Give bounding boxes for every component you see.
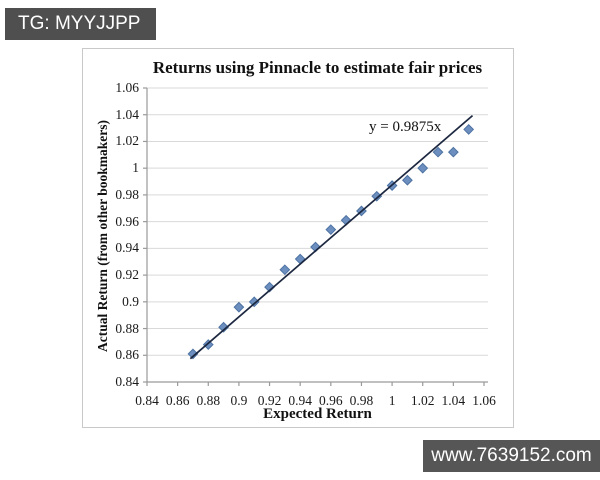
x-tick-label: 0.94	[288, 393, 312, 408]
scatter-point	[218, 321, 229, 333]
y-tick-label: 1.06	[115, 80, 139, 95]
scatter-point	[202, 339, 214, 350]
y-tick-label: 0.96	[115, 213, 139, 229]
scatter-point	[463, 124, 475, 135]
y-tick-label: 0.92	[115, 267, 139, 283]
y-tick-label: 0.98	[115, 186, 139, 202]
scatter-point	[402, 174, 413, 186]
x-tick-label: 0.92	[257, 393, 282, 408]
y-tick-label: 0.9	[122, 293, 139, 309]
trendline	[189, 114, 474, 360]
y-tick-label: 1.04	[115, 106, 139, 122]
x-tick-label: 1.06	[472, 393, 496, 408]
y-tick-label: 1	[132, 160, 139, 176]
y-tick-label: 1.02	[115, 133, 139, 149]
trendline-equation-label: y = 0.9875x	[369, 119, 442, 135]
x-tick-label: 0.84	[135, 393, 159, 408]
scatter-point	[279, 264, 291, 276]
y-tick-label: 0.86	[115, 347, 139, 363]
x-tick-label: 0.9	[230, 393, 248, 408]
chart-container: Returns using Pinnacle to estimate fair …	[82, 48, 514, 428]
x-tick-label: 0.88	[196, 393, 221, 408]
scatter-point	[187, 348, 199, 360]
scatter-point	[325, 224, 337, 236]
plot-area	[143, 87, 488, 386]
x-tick-label: 1.02	[410, 393, 435, 408]
x-tick-label: 1.04	[441, 393, 466, 408]
x-axis-title: Expected Return	[263, 406, 372, 422]
scatter-point	[233, 301, 245, 313]
scatter-point	[432, 146, 444, 158]
y-tick-label: 0.88	[115, 320, 139, 336]
y-tick-label: 0.94	[115, 240, 139, 256]
y-tick-label: 0.84	[115, 374, 139, 389]
x-tick-label: 0.96	[319, 393, 343, 408]
scatter-point	[447, 146, 459, 158]
chart-title: Returns using Pinnacle to estimate fair …	[152, 58, 483, 77]
telegram-watermark-text: TG: MYYJJPP	[18, 13, 141, 34]
x-tick-label: 0.86	[165, 393, 190, 408]
telegram-watermark: TG: MYYJJPP	[5, 8, 156, 40]
x-tick-label: 0.98	[349, 393, 374, 408]
scatter-point	[417, 162, 429, 174]
x-tick-label: 1	[388, 393, 396, 408]
website-watermark-text: www.7639152.com	[431, 445, 592, 466]
website-watermark: www.7639152.com	[423, 440, 600, 472]
